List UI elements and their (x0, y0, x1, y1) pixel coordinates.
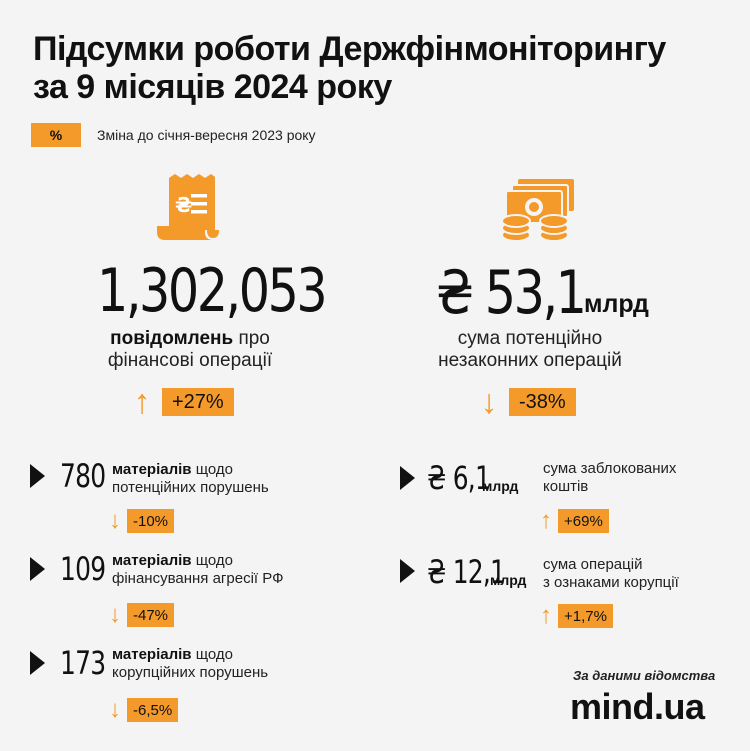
illegal-sum-line2: незаконних операцій (438, 350, 622, 371)
corruption-operations-value: ₴ 12,1 (427, 553, 506, 591)
change-badge: -6,5% (127, 698, 179, 722)
messages-change: ↑ +27% (130, 385, 234, 419)
change-badge: +69% (558, 509, 609, 533)
blocked-funds-line2: коштів (543, 478, 589, 495)
materials-bold: матеріалів (112, 461, 192, 478)
illegal-sum: ₴ 53,1 (436, 263, 587, 323)
materials-bold: матеріалів (112, 646, 192, 663)
messages-rest: про (233, 328, 270, 349)
materials-violations-count: 780 (60, 457, 106, 495)
illegal-sum-unit: млрд (584, 290, 649, 318)
legend-text: Зміна до січня-вересня 2023 року (97, 127, 316, 143)
legend: % Зміна до січня-вересня 2023 року (31, 123, 316, 147)
arrow-down-icon: ↓ (109, 696, 121, 723)
change-badge: +27% (162, 388, 234, 416)
illegal-sum-description: сума потенційно незаконних операцій (410, 328, 650, 372)
svg-text:₴: ₴ (175, 193, 192, 217)
change-badge: +1,7% (558, 604, 613, 628)
corruption-operations-change: ↑ +1,7% (538, 604, 613, 628)
corruption-operations-line1: сума операцій (543, 556, 643, 573)
title-line-1: Підсумки роботи Держфінмоніторингу (33, 30, 666, 68)
materials-aggression-text: матеріалів щодо фінансування агресії РФ (112, 552, 284, 588)
materials-aggression-count: 109 (60, 550, 106, 588)
corruption-operations-unit: млрд (490, 572, 527, 588)
materials-rest: щодо (191, 646, 233, 663)
bullet-triangle-icon (30, 464, 45, 488)
materials-line2: фінансування агресії РФ (112, 570, 284, 587)
illegal-sum-line1: сума потенційно (457, 328, 603, 349)
title-line-2: за 9 місяців 2024 року (33, 68, 392, 106)
materials-corruption-change: ↓ -6,5% (107, 696, 179, 723)
change-badge: -47% (127, 603, 175, 627)
messages-line2: фінансові операції (107, 350, 273, 371)
change-badge: -10% (127, 509, 175, 533)
corruption-operations-sum: ₴ 12,1 (427, 553, 506, 591)
bullet-triangle-icon (30, 557, 45, 581)
materials-violations-change: ↓ -10% (107, 507, 175, 534)
arrow-down-icon: ↓ (109, 601, 121, 628)
change-badge: -38% (509, 388, 576, 416)
legend-swatch: % (31, 123, 81, 147)
bullet-triangle-icon (400, 466, 415, 490)
materials-rest: щодо (191, 461, 233, 478)
illegal-sum-value: ₴ 53,1 (436, 258, 587, 328)
blocked-funds-unit: млрд (482, 478, 519, 494)
messages-description: повідомлень про фінансові операції (80, 328, 300, 372)
arrow-up-icon: ↑ (540, 507, 552, 534)
receipt-hryvnia-icon: ₴ (157, 174, 219, 240)
arrow-down-icon: ↓ (480, 383, 498, 421)
arrow-up-icon: ↑ (540, 602, 552, 629)
arrow-up-icon: ↑ (133, 383, 151, 421)
money-coins-icon (501, 179, 574, 242)
materials-line2: потенційних порушень (112, 479, 269, 496)
page-title: Підсумки роботи Держфінмоніторингу за 9 … (33, 30, 733, 106)
blocked-funds-change: ↑ +69% (538, 509, 609, 533)
materials-violations-text: матеріалів щодо потенційних порушень (112, 461, 269, 497)
materials-rest: щодо (191, 552, 233, 569)
blocked-funds-value: ₴ 6,1 (427, 459, 491, 497)
materials-line2: корупційних порушень (112, 664, 269, 681)
materials-corruption-count: 173 (60, 644, 106, 682)
materials-bold: матеріалів (112, 552, 192, 569)
messages-bold: повідомлень (110, 328, 234, 349)
blocked-funds-line1: сума заблокованих (543, 460, 677, 477)
source-note: За даними відомства (573, 668, 716, 683)
materials-corruption-text: матеріалів щодо корупційних порушень (112, 646, 268, 682)
bullet-triangle-icon (30, 651, 45, 675)
corruption-operations-text: сума операцій з ознаками корупції (543, 556, 679, 592)
arrow-down-icon: ↓ (109, 507, 121, 534)
messages-count: 1,302,053 (97, 256, 328, 326)
blocked-funds-sum: ₴ 6,1 (427, 459, 491, 497)
corruption-operations-line2: з ознаками корупції (543, 574, 679, 591)
bullet-triangle-icon (400, 559, 415, 583)
blocked-funds-text: сума заблокованих коштів (543, 460, 676, 496)
brand-logo: mind.ua (570, 686, 705, 727)
illegal-sum-change: ↓ -38% (477, 385, 576, 419)
materials-aggression-change: ↓ -47% (107, 601, 175, 628)
